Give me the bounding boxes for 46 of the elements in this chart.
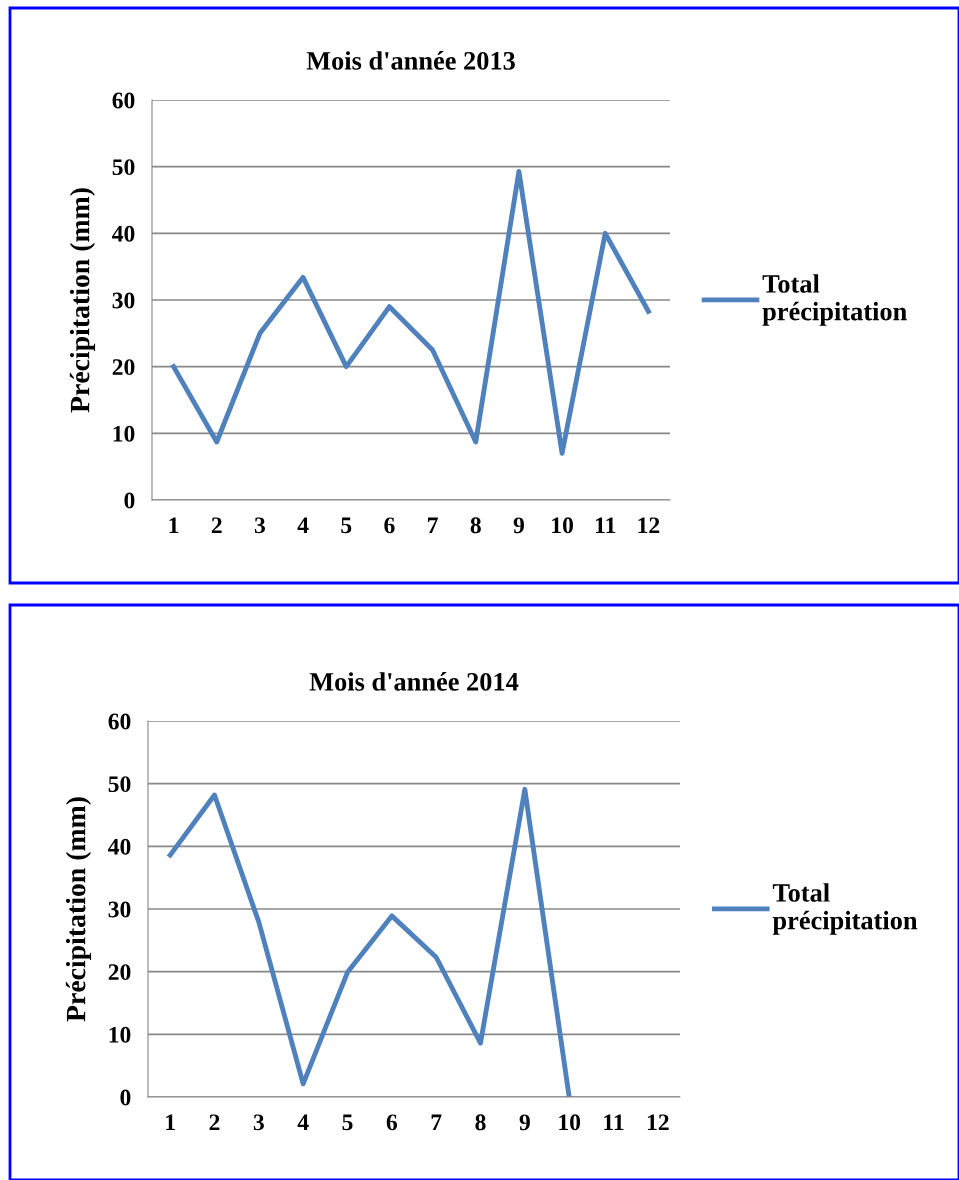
y-tick-label: 50	[112, 159, 135, 176]
x-tick-label: 5	[342, 1114, 353, 1131]
x-tick-label: 6	[386, 1114, 398, 1131]
x-tick-label: 8	[470, 517, 481, 534]
x-tick-label: 9	[513, 517, 524, 534]
x-tick-label: 4	[297, 517, 309, 534]
y-tick-label: 20	[112, 359, 135, 376]
y-tick-label: 30	[112, 292, 135, 309]
y-tick-label: 20	[108, 964, 131, 981]
y-tick-label: 0	[124, 492, 135, 509]
x-tick-label: 1	[166, 1114, 175, 1131]
y-tick-label: 60	[112, 92, 135, 109]
y-tick-label: 60	[108, 713, 131, 730]
x-tick-label: 10	[559, 1114, 581, 1131]
legend-label: Total précipitation	[762, 274, 907, 326]
y-tick-label: 10	[113, 425, 135, 442]
x-tick-label: 11	[595, 517, 616, 534]
x-tick-label: 12	[647, 1114, 669, 1131]
x-tick-label: 7	[428, 517, 438, 534]
line-series	[171, 168, 651, 456]
y-tick-label: 40	[108, 838, 131, 855]
chart-title: Mois d'année 2014	[309, 672, 519, 691]
x-tick-label: 3	[254, 517, 266, 534]
x-tick-label: 6	[384, 517, 395, 534]
y-tick-label: 10	[109, 1026, 131, 1043]
y-axis-title: Précipitation (mm)	[65, 797, 92, 1022]
y-tick-label: 50	[108, 776, 131, 793]
x-tick-label: 10	[552, 517, 573, 534]
y-axis-title: Précipitation (mm)	[69, 188, 96, 413]
x-tick-label: 4	[297, 1114, 309, 1131]
y-tick-label: 40	[112, 225, 135, 242]
y-tick-label: 30	[108, 901, 131, 918]
x-tick-label: 7	[431, 1114, 442, 1131]
x-tick-label: 5	[341, 517, 352, 534]
x-tick-label: 9	[519, 1114, 530, 1131]
x-tick-label: 2	[211, 517, 222, 534]
x-tick-label: 11	[604, 1114, 624, 1131]
x-tick-label: 12	[638, 517, 660, 534]
x-tick-label: 1	[169, 517, 179, 534]
line-series	[167, 786, 572, 1097]
x-tick-label: 8	[475, 1114, 486, 1131]
legend-label: Total précipitation	[772, 883, 918, 935]
x-tick-label: 2	[209, 1114, 220, 1131]
chart-title: Mois d'année 2013	[306, 51, 515, 70]
y-tick-label: 0	[120, 1089, 131, 1106]
x-tick-label: 3	[253, 1114, 264, 1131]
